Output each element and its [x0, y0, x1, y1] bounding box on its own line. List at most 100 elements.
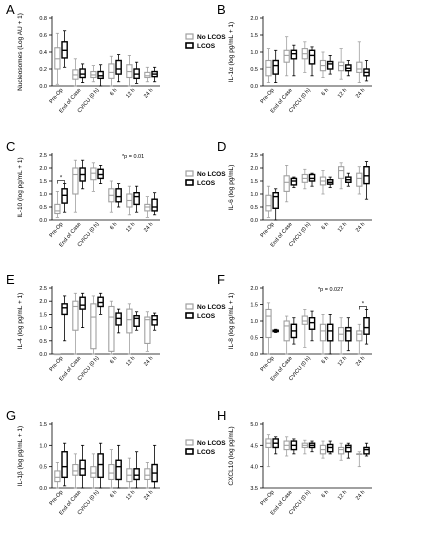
box-rect	[356, 330, 363, 342]
y-tick-label: 1.5	[39, 422, 47, 428]
x-tick-label: Pre-Op	[260, 355, 276, 372]
x-tick-label: 12 h	[125, 87, 136, 99]
box-rect	[290, 49, 298, 60]
legend-label-lcos: LCOS	[197, 313, 216, 320]
box-rect	[345, 444, 352, 453]
box-rect	[151, 198, 158, 212]
y-tick-label: 0.4	[39, 50, 47, 56]
panel-label: E	[6, 272, 15, 287]
box-rect	[115, 188, 122, 203]
box-lcos	[115, 183, 122, 208]
y-tick-label: 0.0	[39, 84, 47, 90]
x-tick-label: Pre-Op	[49, 221, 65, 238]
y-axis-title: IL-1α (log pg/mL + 1)	[228, 22, 235, 82]
legend-swatch-lcos	[185, 179, 194, 186]
p-value-annotation: *p = 0.027	[318, 287, 343, 293]
panel-label: G	[6, 408, 16, 423]
box-lcos	[151, 444, 158, 489]
x-tick-label: 24 h	[355, 355, 366, 367]
box-no-lcos	[126, 55, 133, 87]
box-lcos	[272, 436, 279, 455]
box-rect	[319, 323, 327, 342]
y-tick-label: 1.0	[39, 326, 47, 332]
y-tick-label: 1.5	[250, 179, 258, 185]
box-no-lcos	[301, 168, 308, 190]
box-lcos	[363, 161, 370, 200]
box-rect	[272, 59, 279, 75]
x-tick-label: Pre-Op	[49, 87, 65, 104]
box-no-lcos	[108, 180, 115, 213]
box-no-lcos	[144, 196, 151, 218]
x-tick-label: 24 h	[143, 355, 154, 367]
box-lcos	[151, 192, 158, 216]
box-no-lcos	[283, 315, 290, 355]
y-tick-label: 1.5	[250, 33, 258, 39]
box-lcos	[79, 63, 86, 83]
box-no-lcos	[356, 41, 363, 83]
x-tick-label: 24 h	[143, 221, 154, 233]
box-rect	[115, 59, 122, 75]
legend-label-lcos: LCOS	[197, 449, 216, 456]
box-lcos	[115, 308, 122, 334]
box-rect	[133, 468, 140, 481]
box-rect	[265, 59, 272, 77]
box-lcos	[133, 185, 140, 213]
box-no-lcos	[337, 48, 345, 80]
box-no-lcos	[126, 303, 133, 355]
y-tick-label: 5.0	[250, 422, 258, 428]
panel-label: D	[217, 139, 226, 154]
y-tick-label: 3.5	[250, 486, 258, 492]
significance-bracket	[57, 180, 65, 184]
box-lcos	[61, 183, 68, 213]
x-tick-label: 24 h	[355, 489, 366, 501]
box-rect	[283, 320, 290, 342]
box-lcos	[363, 442, 370, 457]
box-no-lcos	[126, 457, 133, 489]
box-rect	[345, 326, 352, 342]
box-no-lcos	[356, 451, 363, 468]
y-tick-label: 2.0	[250, 166, 258, 172]
y-tick-label: 0.0	[39, 486, 47, 492]
box-rect	[133, 315, 140, 327]
box-lcos	[290, 44, 298, 77]
box-lcos	[151, 312, 158, 331]
box-no-lcos	[90, 162, 97, 192]
box-lcos	[308, 310, 316, 342]
significance-bracket	[359, 306, 367, 310]
box-rect	[97, 453, 104, 479]
box-lcos	[97, 64, 104, 87]
box-no-lcos	[283, 164, 290, 203]
box-lcos	[97, 164, 104, 185]
y-tick-label: 0.5	[250, 67, 258, 73]
panel-d: D IL-6 (log pg/mL) 0.0 0.5 1.0 1.5 2.0 2.5 Pre-O…	[217, 139, 372, 248]
box-no-lcos	[301, 309, 308, 348]
box-no-lcos	[90, 453, 97, 489]
y-tick-label: 1.0	[250, 192, 258, 198]
legend-swatch-no-lcos	[185, 439, 194, 446]
box-rect	[308, 317, 316, 330]
y-axis-title: IL-1β (log pg/mL + 1)	[17, 426, 24, 486]
x-tick-label: 12 h	[337, 489, 348, 501]
y-axis-title: Nucleosomes (Log AU + 1)	[17, 13, 24, 91]
box-rect	[72, 300, 79, 331]
panel-g: GIL-1β (log pg/mL + 1) 0.0 0.5 1.0 1.5 Pre-Op…	[6, 408, 226, 516]
box-lcos	[326, 313, 334, 355]
x-tick-label: 24 h	[143, 489, 154, 501]
y-tick-label: 0.0	[250, 84, 258, 90]
box-lcos	[345, 172, 352, 187]
box-lcos	[133, 451, 140, 489]
y-tick-label: 2.5	[39, 286, 47, 292]
box-rect	[79, 68, 86, 79]
box-no-lcos	[265, 434, 272, 468]
box-rect	[126, 308, 133, 334]
y-tick-label: 0.5	[39, 339, 47, 345]
y-tick-label: 0.2	[39, 67, 47, 73]
y-axis-title: IL-10 (log pg/mL + 1)	[17, 157, 24, 217]
box-no-lcos	[337, 442, 345, 461]
legend-swatch-lcos	[185, 42, 194, 49]
box-rect	[337, 166, 345, 179]
box-no-lcos	[265, 185, 272, 218]
box-rect	[108, 463, 115, 481]
box-no-lcos	[144, 66, 151, 83]
